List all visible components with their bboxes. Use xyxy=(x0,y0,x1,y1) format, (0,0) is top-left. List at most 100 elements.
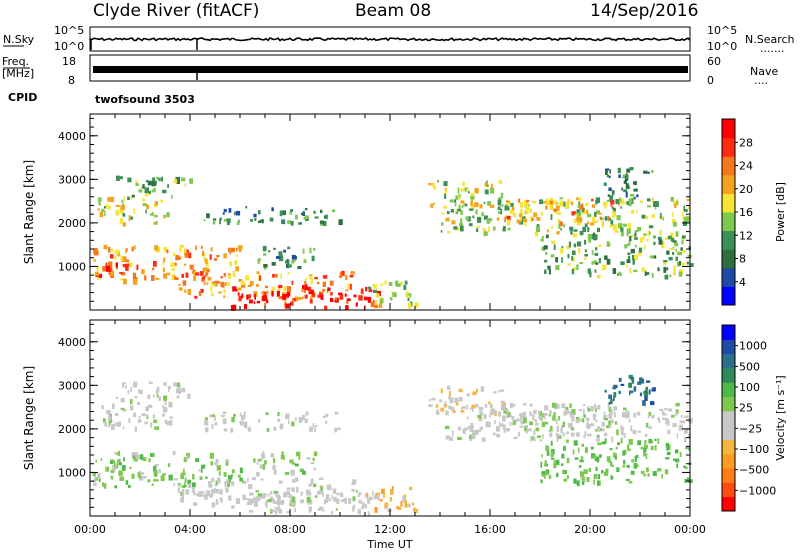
freq-unit-label: [MHz] xyxy=(2,67,35,80)
power-echo-region xyxy=(116,175,193,202)
velocity-colorbar-swatch xyxy=(722,425,735,440)
velocity-colorbar-title: Velocity [m s⁻¹] xyxy=(774,375,787,460)
velocity-colorbar-label: −100 xyxy=(739,443,769,456)
power-colorbar-swatch xyxy=(722,156,735,176)
power-echo-region xyxy=(603,167,654,201)
power-echo-region xyxy=(540,232,694,280)
nave-label: Nave xyxy=(750,65,779,78)
cpid-value: twofsound 3503 xyxy=(95,93,195,106)
power-colorbar-swatch xyxy=(722,249,735,269)
velocity-echo-region xyxy=(444,402,693,443)
velocity-echo-region xyxy=(502,402,618,432)
x-tick-label: 04:00 xyxy=(174,523,206,536)
velocity-colorbar-label: −500 xyxy=(739,464,769,477)
power-colorbar-swatch xyxy=(722,286,735,306)
freq-bottom-tick: 8 xyxy=(68,74,75,87)
velocity-echo-region xyxy=(540,437,693,487)
velocity-echo-region xyxy=(365,486,418,513)
y-tick-label: 2000 xyxy=(58,217,86,230)
power-echo-region xyxy=(178,270,355,302)
velocity-echo-region xyxy=(101,403,174,432)
power-colorbar-swatch xyxy=(722,212,735,232)
power-echo-region xyxy=(367,280,419,309)
nsky-top-tick: 10^5 xyxy=(54,24,85,37)
velocity-colorbar-swatch xyxy=(722,482,735,498)
beam-title: Beam 08 xyxy=(355,1,432,21)
velocity-colorbar-swatch xyxy=(722,382,735,398)
cpid-label: CPID xyxy=(8,91,38,104)
freq-top-tick: 18 xyxy=(62,55,76,68)
nsky-bottom-tick: 10^0 xyxy=(54,40,85,53)
power-echo-region xyxy=(440,197,691,237)
velocity-echo-region xyxy=(428,385,506,417)
velocity-colorbar-label: −1000 xyxy=(739,484,776,497)
velocity-colorbar-label: 100 xyxy=(739,381,760,394)
velocity-echo-region xyxy=(253,450,318,477)
power-colorbar-swatch xyxy=(722,174,735,194)
power-echo-region xyxy=(257,245,316,270)
power-colorbar-label: 12 xyxy=(739,229,753,242)
power-echo-region xyxy=(93,244,243,285)
nsearch-bottom-tick: 10^0 xyxy=(707,40,738,53)
velocity-colorbar-swatch xyxy=(722,367,735,383)
power-colorbar-swatch xyxy=(722,119,735,139)
x-tick-label: 20:00 xyxy=(574,523,606,536)
power-echo-region xyxy=(230,284,381,311)
x-tick-label: 00:00 xyxy=(74,523,106,536)
y-tick-label: 3000 xyxy=(58,173,86,186)
nsearch-dots: ....... xyxy=(760,42,785,55)
power-echo-region xyxy=(203,206,343,226)
power-echo-region xyxy=(97,196,170,227)
power-colorbar-label: 28 xyxy=(739,136,753,149)
velocity-colorbar-frame xyxy=(721,324,736,512)
freq-trace xyxy=(93,66,688,73)
power-colorbar-title: Power [dB] xyxy=(774,182,787,242)
x-axis-title: Time UT xyxy=(366,538,412,551)
nave-bottom-tick: 0 xyxy=(707,74,714,87)
velocity-colorbar-label: 1000 xyxy=(739,340,767,353)
power-colorbar-label: 20 xyxy=(739,183,753,196)
y-tick-label: 4000 xyxy=(58,130,86,143)
velocity-colorbar-label: −25 xyxy=(739,422,762,435)
x-tick-label: 00:00 xyxy=(674,523,706,536)
velocity-colorbar-swatch xyxy=(722,339,735,355)
y-tick-label: 1000 xyxy=(58,260,86,273)
power-colorbar-label: 8 xyxy=(739,253,746,266)
velocity-colorbar-swatch xyxy=(722,439,735,455)
power-colorbar-label: 24 xyxy=(739,160,753,173)
velocity-colorbar-label: 25 xyxy=(739,402,753,415)
nsearch-top-tick: 10^5 xyxy=(707,24,738,37)
power-colorbar-swatch xyxy=(722,193,735,213)
nave-dots: .... xyxy=(754,74,768,87)
velocity-echo-region xyxy=(115,381,191,408)
velocity-colorbar-swatch xyxy=(722,325,735,340)
velocity-colorbar-swatch xyxy=(722,468,735,483)
y-tick-label: 4000 xyxy=(58,336,86,349)
station-title: Clyde River (fitACF) xyxy=(93,1,260,21)
x-tick-label: 08:00 xyxy=(274,523,306,536)
power-colorbar-swatch xyxy=(722,230,735,250)
y-tick-label: 2000 xyxy=(58,423,86,436)
x-tick-label: 16:00 xyxy=(474,523,506,536)
nsky-label: N.Sky xyxy=(3,33,35,46)
velocity-colorbar-swatch xyxy=(722,410,735,426)
velocity-echo-region xyxy=(204,411,341,433)
date-title: 14/Sep/2016 xyxy=(590,1,699,21)
power-echo-region xyxy=(504,197,615,229)
freq-panel xyxy=(89,54,691,82)
x-tick-label: 12:00 xyxy=(374,523,406,536)
y-tick-label: 3000 xyxy=(58,379,86,392)
freq-label: Freq. xyxy=(2,55,30,68)
power-echo-region xyxy=(428,179,504,210)
nsearch-label: N.Search xyxy=(745,33,795,46)
y-axis-title: Slant Range [km] xyxy=(22,366,36,470)
velocity-colorbar-swatch xyxy=(722,453,735,469)
power-colorbar-label: 16 xyxy=(739,206,753,219)
velocity-colorbar-swatch xyxy=(722,496,735,512)
nave-top-tick: 60 xyxy=(707,55,721,68)
power-echo-region xyxy=(99,262,139,278)
velocity-colorbar-swatch xyxy=(722,353,735,369)
power-colorbar-swatch xyxy=(722,267,735,287)
